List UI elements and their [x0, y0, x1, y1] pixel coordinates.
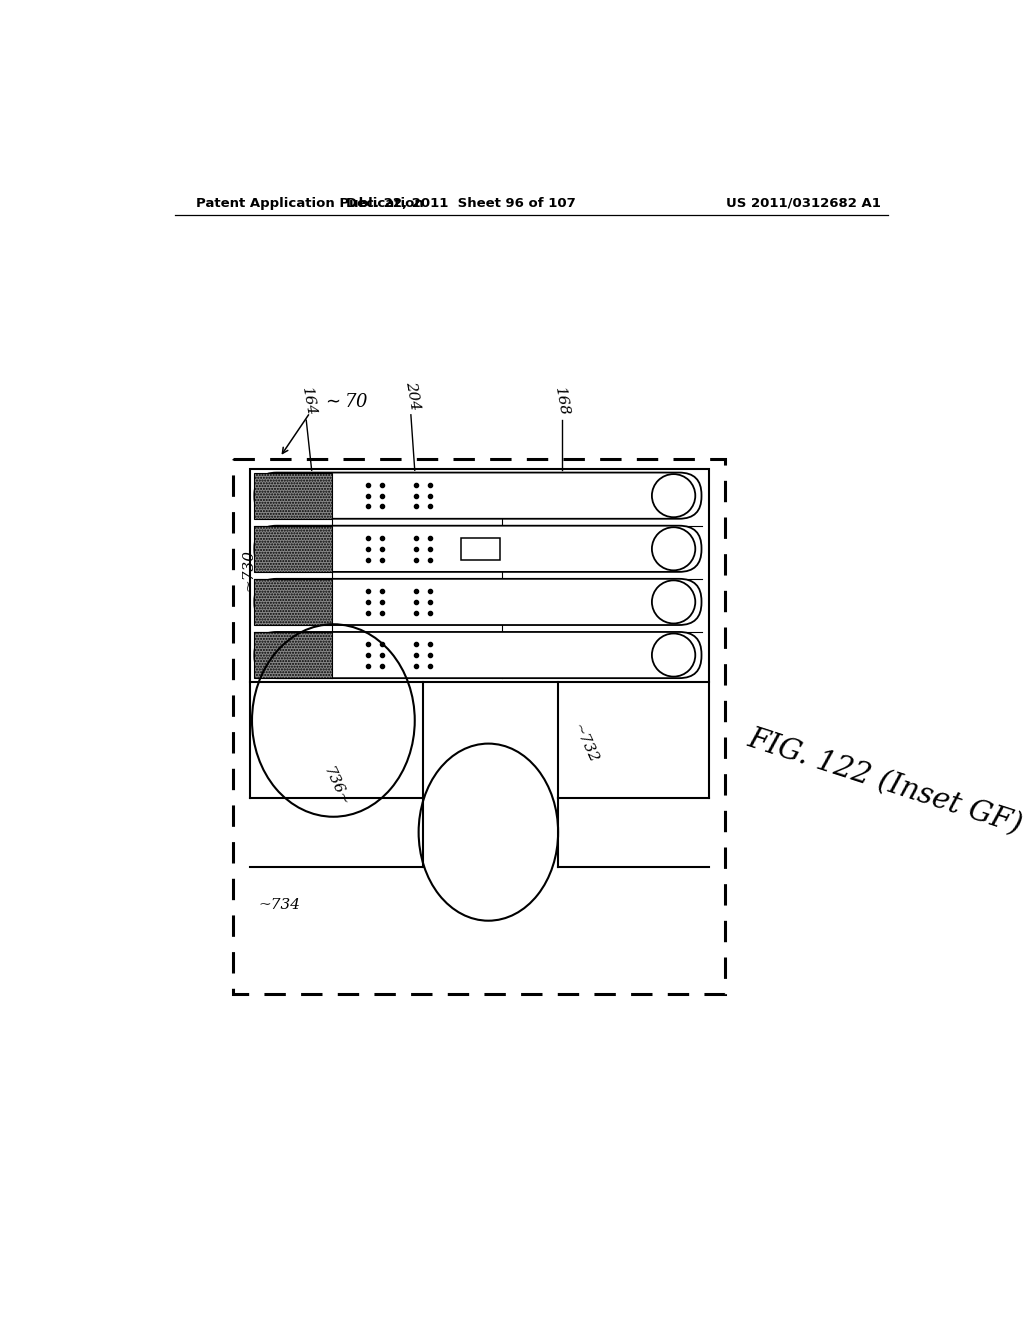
Text: $\sim$70: $\sim$70 — [322, 393, 369, 411]
Bar — [254, 525, 332, 572]
Bar — [254, 578, 332, 626]
Text: US 2011/0312682 A1: US 2011/0312682 A1 — [726, 197, 882, 210]
FancyBboxPatch shape — [254, 525, 701, 572]
Text: 164: 164 — [299, 387, 317, 417]
Text: ~732: ~732 — [569, 722, 600, 766]
FancyBboxPatch shape — [254, 579, 701, 626]
Text: 204: 204 — [403, 380, 422, 411]
Text: Patent Application Publication: Patent Application Publication — [197, 197, 424, 210]
Bar — [461, 539, 500, 560]
Text: Dec. 22, 2011  Sheet 96 of 107: Dec. 22, 2011 Sheet 96 of 107 — [346, 197, 577, 210]
Text: ~734: ~734 — [258, 899, 300, 912]
Bar — [254, 473, 332, 519]
Bar — [254, 632, 332, 678]
FancyBboxPatch shape — [254, 632, 701, 678]
Text: FIG. 122 (Inset GF): FIG. 122 (Inset GF) — [744, 725, 1024, 840]
Text: 168: 168 — [552, 387, 570, 417]
Text: 736~: 736~ — [321, 764, 350, 808]
Text: ~730: ~730 — [241, 549, 255, 591]
FancyBboxPatch shape — [254, 473, 701, 519]
